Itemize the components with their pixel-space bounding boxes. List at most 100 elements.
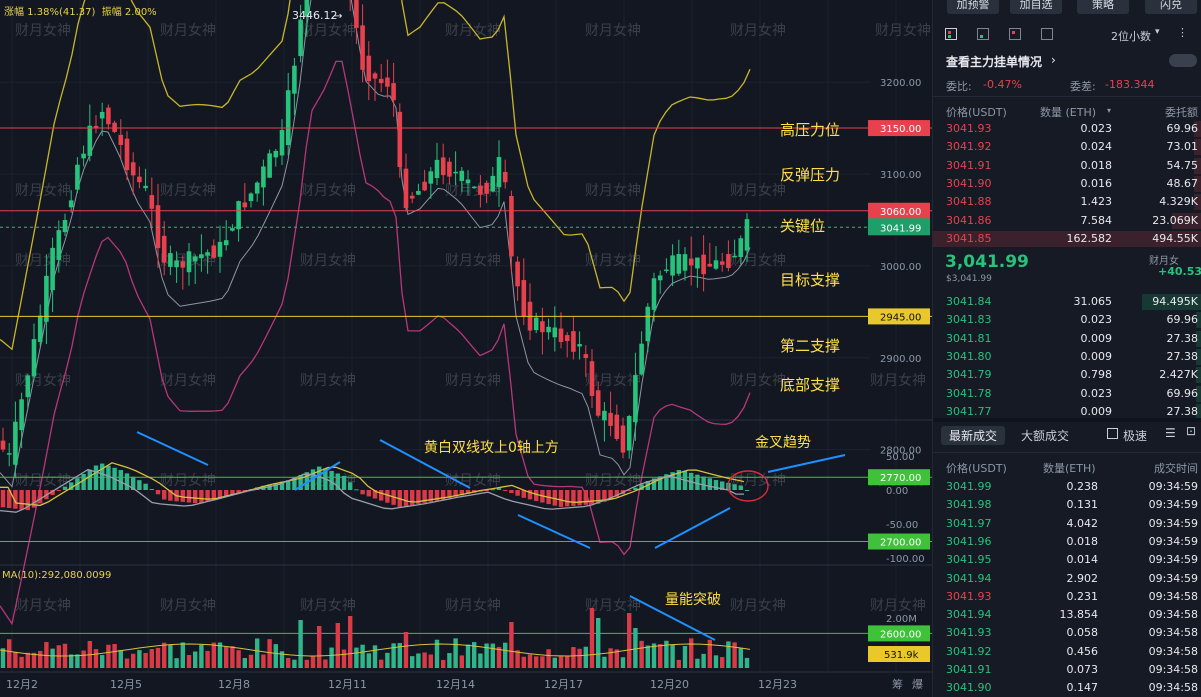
ob-header-qty[interactable]: 数量 (ETH) xyxy=(1040,106,1097,119)
volume-bar xyxy=(583,646,588,668)
trade-row[interactable]: 3041.92 0.456 09:34:58 xyxy=(933,643,1201,661)
candle xyxy=(31,323,37,381)
bid-row[interactable]: 3041.83 0.023 69.96 xyxy=(933,311,1201,329)
add-favorite-button[interactable]: 加自选 xyxy=(1010,0,1062,14)
add-alert-button[interactable]: 加预警 xyxy=(947,0,999,14)
trade-price: 3041.93 xyxy=(946,626,992,640)
bid-row[interactable]: 3041.80 0.009 27.38 xyxy=(933,348,1201,366)
level-value-label: 3150.00 xyxy=(880,124,921,135)
ask-row[interactable]: 3041.90 0.016 48.67 xyxy=(933,175,1201,193)
trade-row[interactable]: 3041.91 0.073 09:34:58 xyxy=(933,661,1201,679)
ask-price: 3041.91 xyxy=(946,158,992,172)
candle xyxy=(459,167,465,193)
layout-asks-icon[interactable] xyxy=(1009,28,1021,40)
candle xyxy=(93,115,99,134)
volume-bar xyxy=(416,653,421,668)
x-tick-label: 12月14 xyxy=(436,678,475,691)
volume-bar xyxy=(670,644,675,668)
ask-row[interactable]: 3041.92 0.024 73.01 xyxy=(933,138,1201,156)
kline-chart[interactable]: 3400.003300.003200.003100.003000.002900.… xyxy=(0,0,932,697)
macd-bar xyxy=(56,490,61,491)
expand-icon[interactable]: ⊡ xyxy=(1186,424,1197,438)
bid-row[interactable]: 3041.77 0.009 27.38 xyxy=(933,403,1201,421)
candle-body xyxy=(521,280,527,317)
candle-body xyxy=(106,107,111,125)
level-name-label: 高压力位 xyxy=(780,121,840,139)
candle-body xyxy=(515,261,520,287)
tab-large-trades[interactable]: 大额成交 xyxy=(1021,429,1070,443)
trade-row[interactable]: 3041.96 0.018 09:34:59 xyxy=(933,533,1201,551)
volume-bar xyxy=(503,642,508,668)
bid-row[interactable]: 3041.81 0.009 27.38 xyxy=(933,330,1201,348)
macd-bar xyxy=(137,480,142,490)
ask-row[interactable]: 3041.86 7.584 23.069K xyxy=(933,212,1201,230)
candle-body xyxy=(199,254,204,259)
candle-body xyxy=(211,245,217,258)
volume-bar xyxy=(236,650,241,668)
trade-header-price: 价格(USDT) xyxy=(946,462,1007,475)
chevron-down-icon[interactable]: ▾ xyxy=(1155,27,1160,37)
bid-price: 3041.83 xyxy=(946,313,992,327)
watermark-text: 财月女神 xyxy=(445,597,501,614)
layout-bids-icon[interactable] xyxy=(977,28,989,40)
layout-depth-icon[interactable] xyxy=(1041,28,1053,40)
trade-row[interactable]: 3041.90 0.147 09:34:58 xyxy=(933,679,1201,697)
bid-row[interactable]: 3041.84 31.065 94.495K xyxy=(933,293,1201,311)
ask-row[interactable]: 3041.88 1.423 4.329K xyxy=(933,193,1201,211)
trade-qty: 0.131 xyxy=(1066,498,1099,512)
chart-svg[interactable]: 3400.003300.003200.003100.003000.002900.… xyxy=(0,0,932,697)
candle xyxy=(719,252,725,272)
macd-bar xyxy=(577,490,582,506)
trade-row[interactable]: 3041.95 0.014 09:34:59 xyxy=(933,551,1201,569)
candle xyxy=(620,417,626,459)
bid-row[interactable]: 3041.78 0.023 69.96 xyxy=(933,385,1201,403)
ask-qty: 7.584 xyxy=(1080,213,1113,227)
fast-checkbox[interactable] xyxy=(1107,428,1118,439)
trade-row[interactable]: 3041.97 4.042 09:34:59 xyxy=(933,515,1201,533)
watermark-text: 财月女神 xyxy=(585,472,641,489)
trade-row[interactable]: 3041.99 0.238 09:34:59 xyxy=(933,478,1201,496)
trade-amount: 09:34:59 xyxy=(1148,534,1198,548)
candle-body xyxy=(292,65,297,94)
list-settings-icon[interactable]: ☰ xyxy=(1165,426,1176,440)
ob-header-amount: 委托额 xyxy=(1165,106,1198,119)
sort-icon[interactable]: ▾ xyxy=(1107,106,1112,115)
trade-row[interactable]: 3041.93 0.231 09:34:58 xyxy=(933,588,1201,606)
macd-bar xyxy=(143,483,148,490)
x-tick-label: 12月20 xyxy=(650,678,689,691)
candle-body xyxy=(639,343,644,375)
bid-qty: 0.798 xyxy=(1080,368,1113,382)
trade-row[interactable]: 3041.94 2.902 09:34:59 xyxy=(933,570,1201,588)
strategy-button[interactable]: 策略 xyxy=(1077,0,1129,14)
volume-bar xyxy=(292,659,297,668)
volume-bar xyxy=(31,652,37,668)
macd-bar xyxy=(186,490,192,503)
layout-both-icon[interactable] xyxy=(945,28,957,40)
main-force-link[interactable]: 查看主力挂单情况 › xyxy=(933,51,1201,69)
toggle-switch[interactable] xyxy=(1169,54,1197,67)
trade-qty: 0.456 xyxy=(1066,644,1099,658)
volume-bar xyxy=(546,649,551,668)
macd-bar xyxy=(149,488,154,490)
ask-row[interactable]: 3041.85 162.582 494.55K xyxy=(933,230,1201,248)
candle-body xyxy=(385,77,390,87)
macd-bar xyxy=(81,473,86,490)
candle xyxy=(217,225,223,273)
volume-bar xyxy=(13,652,18,668)
flash-exchange-button[interactable]: 闪兑 xyxy=(1145,0,1197,14)
trade-row[interactable]: 3041.94 13.854 09:34:58 xyxy=(933,606,1201,624)
decimals-select[interactable]: 2位小数 xyxy=(1111,30,1151,43)
current-price-tag xyxy=(868,218,930,236)
more-icon[interactable]: ⋮ xyxy=(1177,26,1188,39)
trade-row[interactable]: 3041.93 0.058 09:34:58 xyxy=(933,624,1201,642)
volume-ma-label: MA(10):292,080.0099 xyxy=(2,570,111,581)
candle xyxy=(583,345,589,377)
candle xyxy=(99,102,105,136)
trade-amount: 09:34:58 xyxy=(1148,663,1198,676)
bid-row[interactable]: 3041.79 0.798 2.427K xyxy=(933,366,1201,384)
trade-row[interactable]: 3041.98 0.131 09:34:59 xyxy=(933,496,1201,514)
ask-row[interactable]: 3041.91 0.018 54.75 xyxy=(933,157,1201,175)
tab-latest-trades[interactable]: 最新成交 xyxy=(941,426,1006,445)
ask-row[interactable]: 3041.93 0.023 69.96 xyxy=(933,120,1201,138)
macd-bar xyxy=(298,474,303,490)
